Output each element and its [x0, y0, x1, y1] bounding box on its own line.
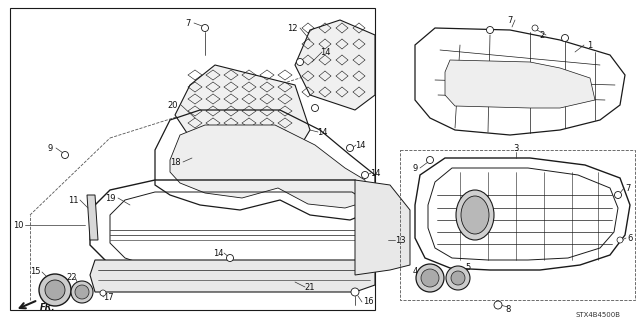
Circle shape [617, 237, 623, 243]
Circle shape [494, 301, 502, 309]
Text: 16: 16 [363, 298, 373, 307]
Circle shape [446, 266, 470, 290]
Text: 5: 5 [465, 263, 470, 273]
Text: 14: 14 [355, 140, 365, 149]
Circle shape [296, 59, 303, 66]
Polygon shape [170, 125, 365, 208]
Polygon shape [90, 260, 375, 292]
Circle shape [421, 269, 439, 287]
Text: 18: 18 [170, 157, 180, 166]
Text: 14: 14 [320, 47, 330, 57]
Text: 19: 19 [105, 194, 115, 203]
Text: 4: 4 [412, 268, 418, 276]
Circle shape [451, 271, 465, 285]
Text: 10: 10 [13, 220, 23, 229]
Polygon shape [355, 180, 410, 275]
Text: 7: 7 [625, 183, 630, 193]
Polygon shape [87, 195, 98, 240]
Circle shape [346, 145, 353, 151]
Text: FR.: FR. [40, 303, 56, 313]
Circle shape [362, 172, 369, 179]
Circle shape [100, 290, 106, 296]
Text: 21: 21 [305, 283, 316, 292]
Text: 7: 7 [508, 15, 513, 25]
Text: 17: 17 [102, 292, 113, 301]
Text: 11: 11 [68, 196, 78, 204]
Polygon shape [295, 20, 375, 110]
Circle shape [532, 25, 538, 31]
Circle shape [61, 151, 68, 158]
Text: 3: 3 [513, 143, 518, 153]
Circle shape [71, 281, 93, 303]
Text: 12: 12 [287, 23, 297, 33]
Text: 9: 9 [47, 143, 52, 153]
Ellipse shape [456, 190, 494, 240]
Text: 15: 15 [29, 268, 40, 276]
Circle shape [426, 156, 433, 164]
Text: 7: 7 [186, 19, 191, 28]
Text: 20: 20 [168, 100, 179, 109]
Circle shape [561, 35, 568, 42]
Circle shape [351, 288, 359, 296]
Ellipse shape [461, 196, 489, 234]
Circle shape [45, 280, 65, 300]
Circle shape [202, 25, 209, 31]
Circle shape [39, 274, 71, 306]
Text: 1: 1 [588, 41, 593, 50]
Circle shape [416, 264, 444, 292]
Text: 2: 2 [540, 30, 545, 39]
Text: 14: 14 [212, 249, 223, 258]
Text: 22: 22 [67, 273, 77, 282]
Circle shape [75, 285, 89, 299]
Text: 14: 14 [370, 169, 380, 178]
Polygon shape [445, 60, 595, 108]
Text: 14: 14 [317, 127, 327, 137]
Text: 6: 6 [627, 234, 633, 243]
Text: 13: 13 [395, 236, 405, 244]
Text: 8: 8 [506, 306, 511, 315]
Polygon shape [175, 65, 310, 155]
Circle shape [227, 254, 234, 261]
Circle shape [312, 105, 319, 111]
Text: STX4B4500B: STX4B4500B [575, 312, 620, 318]
Text: 9: 9 [412, 164, 418, 172]
Circle shape [486, 27, 493, 34]
Circle shape [614, 191, 621, 198]
